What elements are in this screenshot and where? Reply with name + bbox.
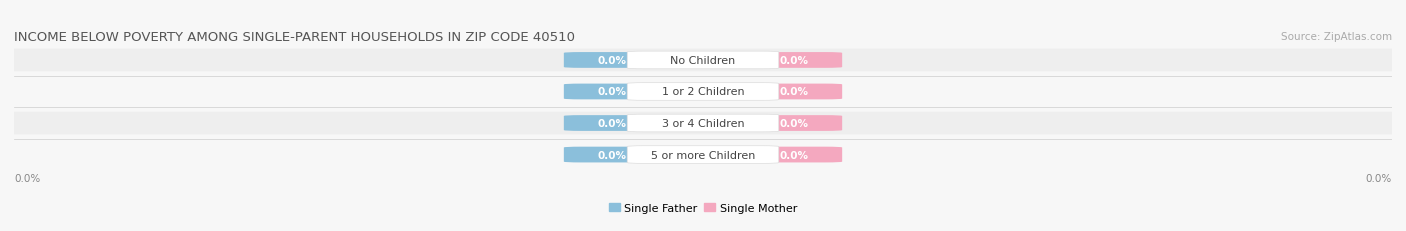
- FancyBboxPatch shape: [4, 112, 1402, 135]
- FancyBboxPatch shape: [4, 49, 1402, 72]
- FancyBboxPatch shape: [627, 83, 779, 101]
- FancyBboxPatch shape: [564, 116, 661, 131]
- FancyBboxPatch shape: [627, 115, 779, 132]
- Text: 0.0%: 0.0%: [779, 87, 808, 97]
- Text: 0.0%: 0.0%: [598, 56, 627, 66]
- FancyBboxPatch shape: [4, 81, 1402, 103]
- Text: Source: ZipAtlas.com: Source: ZipAtlas.com: [1281, 32, 1392, 42]
- FancyBboxPatch shape: [564, 147, 661, 163]
- Text: 0.0%: 0.0%: [598, 150, 627, 160]
- FancyBboxPatch shape: [745, 147, 842, 163]
- FancyBboxPatch shape: [745, 84, 842, 100]
- Text: 0.0%: 0.0%: [598, 87, 627, 97]
- Text: No Children: No Children: [671, 56, 735, 66]
- FancyBboxPatch shape: [745, 116, 842, 131]
- Text: 1 or 2 Children: 1 or 2 Children: [662, 87, 744, 97]
- Text: 3 or 4 Children: 3 or 4 Children: [662, 119, 744, 128]
- FancyBboxPatch shape: [4, 144, 1402, 166]
- FancyBboxPatch shape: [564, 53, 661, 69]
- Text: 5 or more Children: 5 or more Children: [651, 150, 755, 160]
- FancyBboxPatch shape: [627, 146, 779, 164]
- Text: 0.0%: 0.0%: [1365, 173, 1392, 183]
- FancyBboxPatch shape: [564, 84, 661, 100]
- FancyBboxPatch shape: [745, 53, 842, 69]
- Legend: Single Father, Single Mother: Single Father, Single Mother: [609, 203, 797, 213]
- Text: 0.0%: 0.0%: [779, 150, 808, 160]
- Text: 0.0%: 0.0%: [598, 119, 627, 128]
- Text: 0.0%: 0.0%: [779, 119, 808, 128]
- FancyBboxPatch shape: [627, 52, 779, 70]
- Text: INCOME BELOW POVERTY AMONG SINGLE-PARENT HOUSEHOLDS IN ZIP CODE 40510: INCOME BELOW POVERTY AMONG SINGLE-PARENT…: [14, 31, 575, 44]
- Text: 0.0%: 0.0%: [779, 56, 808, 66]
- Text: 0.0%: 0.0%: [14, 173, 41, 183]
